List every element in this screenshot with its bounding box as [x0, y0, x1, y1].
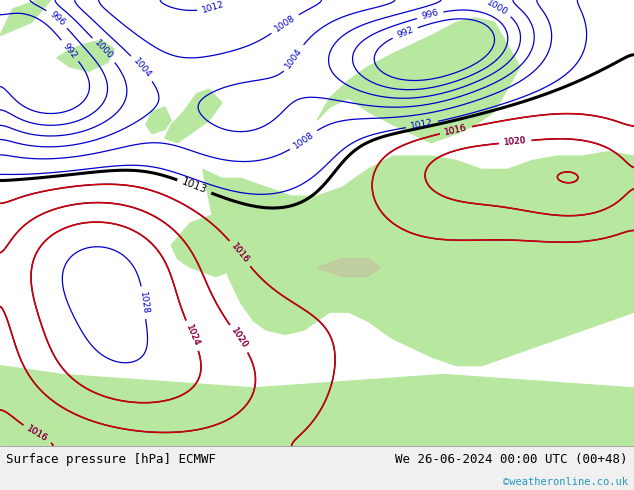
Text: 1028: 1028 — [138, 291, 150, 315]
Text: 1016: 1016 — [444, 123, 468, 137]
Polygon shape — [456, 259, 571, 299]
Text: ©weatheronline.co.uk: ©weatheronline.co.uk — [503, 477, 628, 487]
Polygon shape — [0, 0, 51, 36]
Text: 1012: 1012 — [201, 0, 226, 15]
Text: 1016: 1016 — [444, 123, 468, 137]
Text: 1008: 1008 — [292, 130, 316, 150]
Polygon shape — [57, 40, 114, 72]
Text: 1012: 1012 — [410, 118, 434, 131]
Polygon shape — [171, 214, 254, 276]
Polygon shape — [165, 89, 222, 143]
Text: 1004: 1004 — [131, 56, 153, 80]
Text: 996: 996 — [420, 8, 439, 22]
Polygon shape — [0, 366, 634, 446]
Text: 1024: 1024 — [184, 323, 201, 348]
Text: 1020: 1020 — [229, 326, 249, 350]
Text: 1016: 1016 — [25, 424, 49, 444]
Text: 996: 996 — [48, 10, 67, 28]
Polygon shape — [380, 303, 444, 339]
Text: 1016: 1016 — [229, 242, 250, 265]
Polygon shape — [317, 259, 380, 276]
Text: 992: 992 — [61, 41, 79, 60]
Text: 1024: 1024 — [184, 323, 201, 348]
Text: 1000: 1000 — [485, 0, 509, 17]
Text: Surface pressure [hPa] ECMWF: Surface pressure [hPa] ECMWF — [6, 453, 216, 466]
Text: 1016: 1016 — [229, 242, 250, 265]
Text: 1020: 1020 — [503, 136, 527, 147]
Polygon shape — [203, 151, 634, 366]
Text: 1013: 1013 — [180, 177, 209, 196]
Text: 1004: 1004 — [283, 46, 304, 70]
Text: 1016: 1016 — [25, 424, 49, 444]
Text: 992: 992 — [396, 25, 415, 40]
Text: 1020: 1020 — [229, 326, 249, 350]
Text: We 26-06-2024 00:00 UTC (00+48): We 26-06-2024 00:00 UTC (00+48) — [395, 453, 628, 466]
Text: 1008: 1008 — [273, 14, 297, 34]
Text: 1000: 1000 — [93, 39, 115, 62]
Text: 1020: 1020 — [503, 136, 527, 147]
Polygon shape — [146, 107, 171, 134]
Polygon shape — [317, 18, 520, 143]
